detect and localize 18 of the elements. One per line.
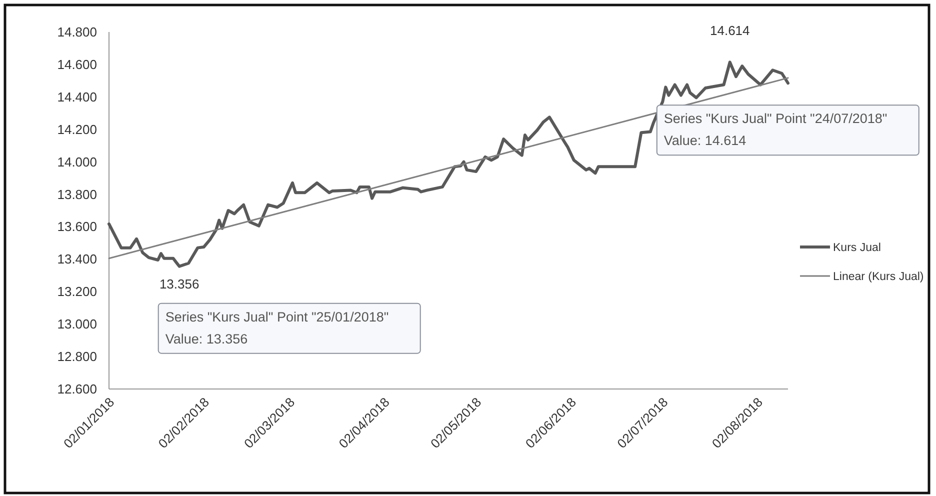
y-tick-label: 14.400	[57, 89, 97, 104]
y-tick-label: 14.000	[57, 154, 97, 170]
y-tick-label: 13.200	[57, 284, 97, 300]
y-tick-label: 12.600	[57, 382, 97, 396]
annotation: Series "Kurs Jual" Point "24/07/2018" Value: 14.614	[664, 111, 888, 148]
annotation: 14.614	[710, 23, 750, 38]
y-tick-label: 14.200	[57, 122, 97, 137]
y-tick-label: 14.600	[57, 56, 97, 72]
y-tick-label: 13.600	[57, 219, 97, 234]
legend-label: Kurs Jual	[833, 242, 881, 254]
y-tick-label: 12.800	[57, 349, 97, 364]
y-tick-label: 13.000	[57, 316, 97, 332]
legend-label: Linear (Kurs Jual)	[833, 271, 924, 283]
annotation: 13.356	[159, 276, 200, 292]
y-tick-label: 14.800	[57, 24, 97, 40]
annotation: Series "Kurs Jual" Point "25/01/2018" Value: 13.356	[165, 309, 389, 346]
y-tick-label: 13.400	[57, 252, 97, 267]
y-tick-label: 13.800	[57, 186, 97, 202]
